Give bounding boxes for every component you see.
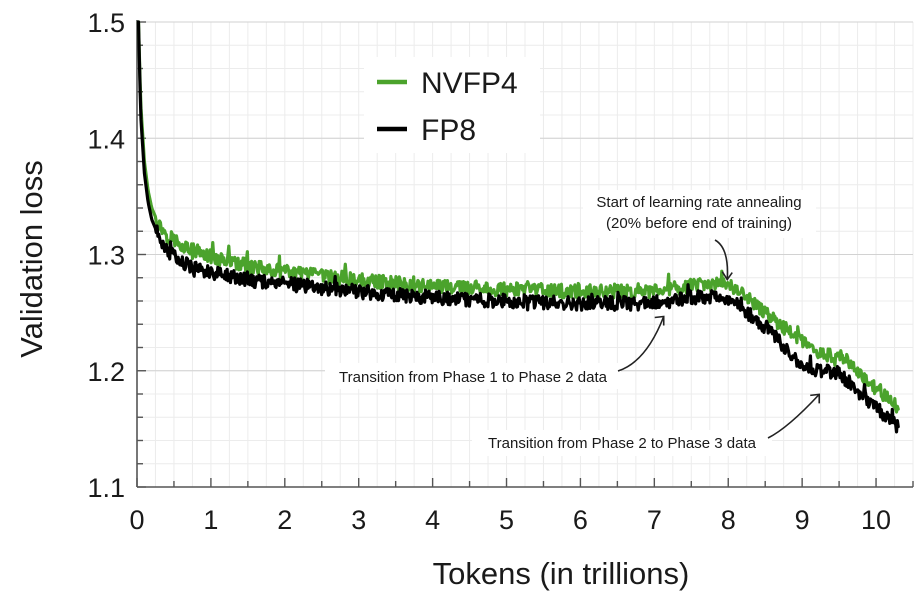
annotation-phase2-arrowhead xyxy=(654,315,665,326)
y-axis-title: Validation loss xyxy=(14,160,49,358)
y-tick-label: 1.2 xyxy=(87,357,125,387)
legend-label-nvfp4: NVFP4 xyxy=(421,67,518,100)
annotation-phase2-arrow xyxy=(617,316,665,372)
annotation-phase2-text: Transition from Phase 1 to Phase 2 data xyxy=(339,369,608,386)
x-tick-label: 2 xyxy=(277,505,292,535)
annotation-phase3-arrowhead xyxy=(810,393,821,404)
y-tick-label: 1.5 xyxy=(87,8,125,38)
series-line-nvfp4 xyxy=(136,20,900,414)
x-tick-label: 4 xyxy=(425,505,440,535)
x-tick-label: 8 xyxy=(721,505,736,535)
annotation-phase3-text: Transition from Phase 2 to Phase 3 data xyxy=(488,435,757,452)
axes: 0 1 2 3 4 5 6 7 8 9 10 1.1 1.2 1.3 1.4 1.5 xyxy=(87,8,914,535)
x-tick-label: 6 xyxy=(573,505,588,535)
x-tick-label: 7 xyxy=(647,505,662,535)
annotation-annealing-text: Start of learning rate annealing xyxy=(596,194,801,211)
series-lines xyxy=(136,20,900,434)
x-tick-label: 9 xyxy=(795,505,810,535)
x-tick-label: 5 xyxy=(499,505,514,535)
y-tick-label: 1.4 xyxy=(87,124,125,154)
annotation-annealing-arrowhead xyxy=(721,271,733,282)
y-tick-label: 1.1 xyxy=(87,473,125,503)
annotations: Start of learning rate annealing (20% bef… xyxy=(325,190,821,456)
grid xyxy=(136,21,914,488)
y-tick-label: 1.3 xyxy=(87,241,125,271)
legend: NVFP4 FP8 xyxy=(364,57,540,153)
x-tick-label: 10 xyxy=(861,505,891,535)
legend-label-fp8: FP8 xyxy=(421,114,476,147)
annotation-phase3-arrow xyxy=(767,393,820,439)
x-tick-label: 3 xyxy=(351,505,366,535)
annotation-annealing-arrow xyxy=(714,239,729,280)
legend-box xyxy=(364,57,540,153)
x-tick-label: 1 xyxy=(203,505,218,535)
x-tick-label: 0 xyxy=(129,505,144,535)
annotation-bg xyxy=(583,190,816,238)
annotation-annealing-text: (20% before end of training) xyxy=(606,215,792,232)
annotation-bg xyxy=(472,430,772,456)
series-line-fp8 xyxy=(136,20,900,434)
x-axis-title: Tokens (in trillions) xyxy=(433,556,690,591)
annotation-bg xyxy=(325,363,621,389)
